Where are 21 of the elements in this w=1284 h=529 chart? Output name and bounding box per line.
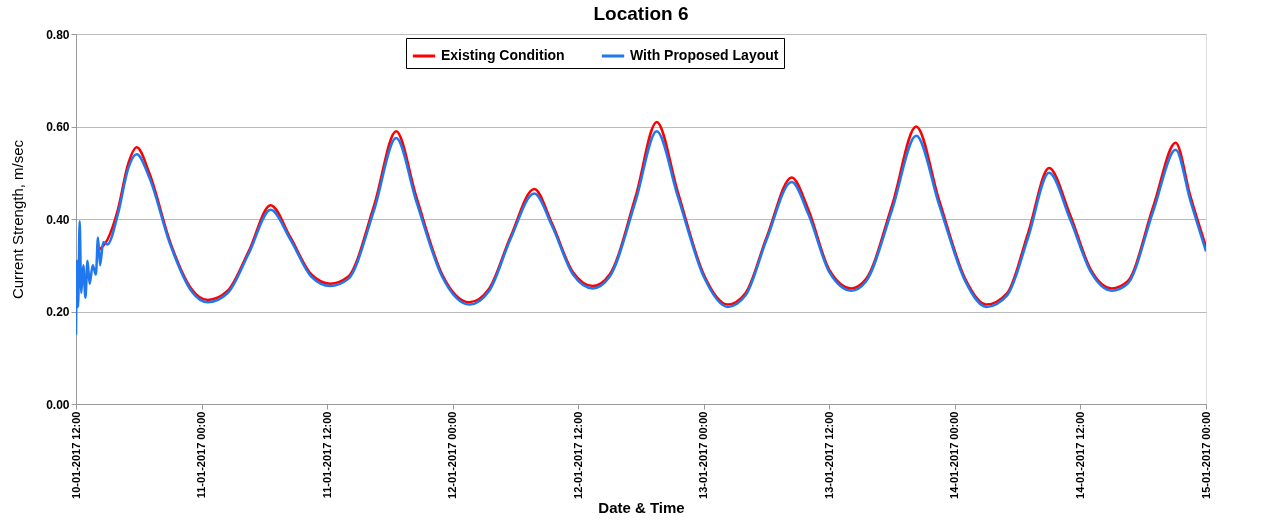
x-axis-title: Date & Time [598,498,685,516]
y-axis-title: Current Strength, m/sec [9,139,27,300]
x-tick-label: 14-01-2017 00:00 [948,411,961,499]
y-tick-label: 0.60 [46,120,70,134]
y-tick-label: 0.00 [46,397,70,412]
legend-label: With Proposed Layout [630,47,779,63]
x-tick-label: 10-01-2017 12:00 [69,411,82,499]
x-tick-label: 15-01-2017 00:00 [1199,411,1212,499]
line-series [76,129,1206,336]
x-tick-label: 11-01-2017 00:00 [195,411,208,499]
x-tick-label: 14-01-2017 12:00 [1073,411,1086,499]
y-tick-label: 0.20 [46,305,70,319]
x-tick-label: 13-01-2017 12:00 [822,411,835,499]
y-tick-label: 0.40 [46,212,70,227]
x-tick-label: 13-01-2017 00:00 [697,411,710,499]
chart-title: Location 6 [593,3,689,24]
x-tick-label: 11-01-2017 12:00 [320,411,333,499]
y-tick-label: 0.80 [46,27,70,42]
legend-label: Existing Condition [441,47,565,63]
x-tick-label: 12-01-2017 00:00 [446,411,459,499]
x-tick-label: 12-01-2017 12:00 [571,411,584,499]
